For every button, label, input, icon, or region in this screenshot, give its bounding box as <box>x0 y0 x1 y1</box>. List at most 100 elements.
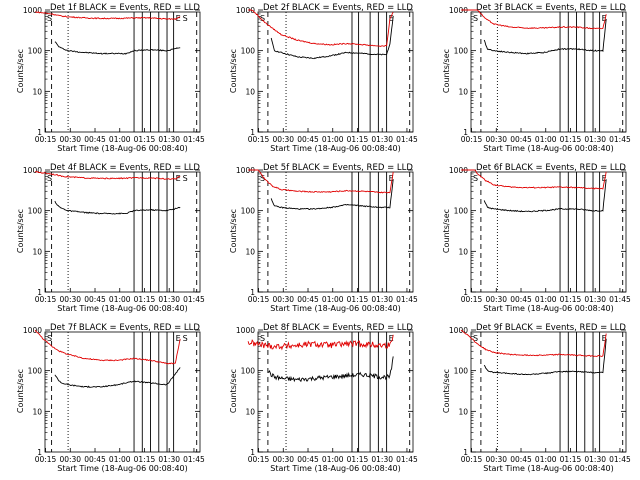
chart-panel-5: Det 5f BLACK = Events, RED = LLD 1 10 100 10… <box>229 163 418 313</box>
series-lld-line <box>461 9 607 30</box>
flag-label: E <box>176 174 181 183</box>
series-events-line <box>483 179 607 213</box>
y-tick-label: 10 <box>245 87 255 96</box>
y-tick-label: 1 <box>37 128 42 137</box>
x-tick-label: 01:30 <box>371 135 393 144</box>
y-tick-label: 1000 <box>236 166 255 175</box>
plot-frame <box>470 11 627 133</box>
x-tick-label: 00:45 <box>84 135 106 144</box>
y-axis-label: Counts/sec <box>229 369 238 413</box>
y-tick-label: 10 <box>245 247 255 256</box>
x-tick-label: 00:45 <box>510 135 532 144</box>
series-lld-line <box>248 9 394 48</box>
chart-panel-6: Det 6f BLACK = Events, RED = LLD 1 10 100 10… <box>442 163 631 313</box>
x-tick-label: 00:15 <box>461 455 483 464</box>
y-tick-label: 1 <box>463 128 468 137</box>
flag-label: S <box>260 334 265 343</box>
flag-label: E <box>176 14 181 23</box>
y-tick-label: 10 <box>32 87 42 96</box>
chart-panel-4: Det 4f BLACK = Events, RED = LLD 1 10 100 10… <box>16 163 205 313</box>
x-tick-label: 00:45 <box>297 455 319 464</box>
x-tick-label: 00:15 <box>248 135 270 144</box>
y-tick-label: 1000 <box>449 326 468 335</box>
y-tick-label: 100 <box>454 207 469 216</box>
x-tick-label: 00:45 <box>84 295 106 304</box>
x-tick-label: 01:45 <box>609 295 631 304</box>
y-tick-label: 10 <box>32 407 42 416</box>
series-events-line <box>267 356 394 383</box>
plot-frame <box>257 331 414 453</box>
x-tick-label: 00:30 <box>59 135 81 144</box>
flag-label: S <box>47 334 52 343</box>
flag-label: S <box>183 14 188 23</box>
x-axis-label: Start Time (18-Aug-06 00:08:40) <box>483 304 614 313</box>
y-tick-label: 1 <box>250 288 255 297</box>
x-tick-label: 01:15 <box>560 135 582 144</box>
y-tick-label: 10 <box>458 87 468 96</box>
y-tick-label: 10 <box>458 407 468 416</box>
y-tick-label: 100 <box>454 367 469 376</box>
chart-title: Det 9f BLACK = Events, RED = LLD <box>476 323 626 333</box>
x-tick-label: 00:45 <box>297 135 319 144</box>
plot-frame <box>470 331 627 453</box>
flag-label: S <box>260 174 265 183</box>
x-axis-label: Start Time (18-Aug-06 00:08:40) <box>57 464 188 473</box>
y-axis-label: Counts/sec <box>442 209 451 253</box>
x-tick-label: 01:45 <box>609 455 631 464</box>
y-tick-label: 1 <box>463 288 468 297</box>
x-tick-label: 01:30 <box>371 455 393 464</box>
chart-title: Det 7f BLACK = Events, RED = LLD <box>50 323 200 333</box>
flag-label: E <box>389 14 394 23</box>
y-tick-label: 1 <box>250 128 255 137</box>
x-tick-label: 01:15 <box>347 295 369 304</box>
series-events-line <box>270 179 394 211</box>
chart-title: Det 1f BLACK = Events, RED = LLD <box>50 3 200 13</box>
x-tick-label: 00:15 <box>248 295 270 304</box>
series-events-line <box>483 338 607 376</box>
x-tick-label: 01:00 <box>109 135 131 144</box>
x-tick-label: 00:30 <box>272 135 294 144</box>
x-tick-label: 01:00 <box>535 135 557 144</box>
flag-label: S <box>183 174 188 183</box>
x-tick-label: 00:45 <box>297 295 319 304</box>
series-lld-line <box>461 169 607 190</box>
y-tick-label: 1000 <box>23 6 42 15</box>
flag-label: E <box>389 174 394 183</box>
chart-panel-7: Det 7f BLACK = Events, RED = LLD 1 10 100 10… <box>16 323 205 473</box>
flag-label: S <box>47 174 52 183</box>
x-tick-label: 01:15 <box>134 295 156 304</box>
series-events-line <box>483 18 607 55</box>
y-tick-label: 10 <box>458 247 468 256</box>
flag-label: S <box>473 14 478 23</box>
x-axis-label: Start Time (18-Aug-06 00:08:40) <box>483 144 614 153</box>
y-tick-label: 100 <box>454 47 469 56</box>
series-lld-line <box>247 334 394 351</box>
x-axis-label: Start Time (18-Aug-06 00:08:40) <box>57 144 188 153</box>
x-tick-label: 00:15 <box>35 455 57 464</box>
x-tick-label: 01:30 <box>584 295 606 304</box>
series-lld-line <box>34 329 181 365</box>
x-tick-label: 00:15 <box>461 295 483 304</box>
x-tick-label: 00:15 <box>35 295 57 304</box>
y-tick-label: 1 <box>463 448 468 457</box>
y-tick-label: 1 <box>37 448 42 457</box>
x-tick-label: 00:30 <box>485 455 507 464</box>
series-events-line <box>54 367 181 389</box>
flag-label: S <box>260 14 265 23</box>
x-tick-label: 00:30 <box>485 295 507 304</box>
series-lld-line <box>460 329 607 357</box>
chart-panel-2: Det 2f BLACK = Events, RED = LLD 1 10 100 10… <box>229 3 418 153</box>
x-tick-label: 01:15 <box>347 455 369 464</box>
flag-label: E <box>389 334 394 343</box>
chart-panel-1: Det 1f BLACK = Events, RED = LLD 1 10 100 10… <box>16 3 205 153</box>
chart-title: Det 4f BLACK = Events, RED = LLD <box>50 163 200 173</box>
x-tick-label: 01:00 <box>109 455 131 464</box>
y-tick-label: 1000 <box>23 326 42 335</box>
chart-title: Det 2f BLACK = Events, RED = LLD <box>263 3 413 13</box>
y-tick-label: 100 <box>28 207 43 216</box>
x-tick-label: 01:00 <box>322 295 344 304</box>
y-axis-label: Counts/sec <box>16 49 25 93</box>
y-axis-label: Counts/sec <box>229 209 238 253</box>
x-axis-label: Start Time (18-Aug-06 00:08:40) <box>270 144 401 153</box>
